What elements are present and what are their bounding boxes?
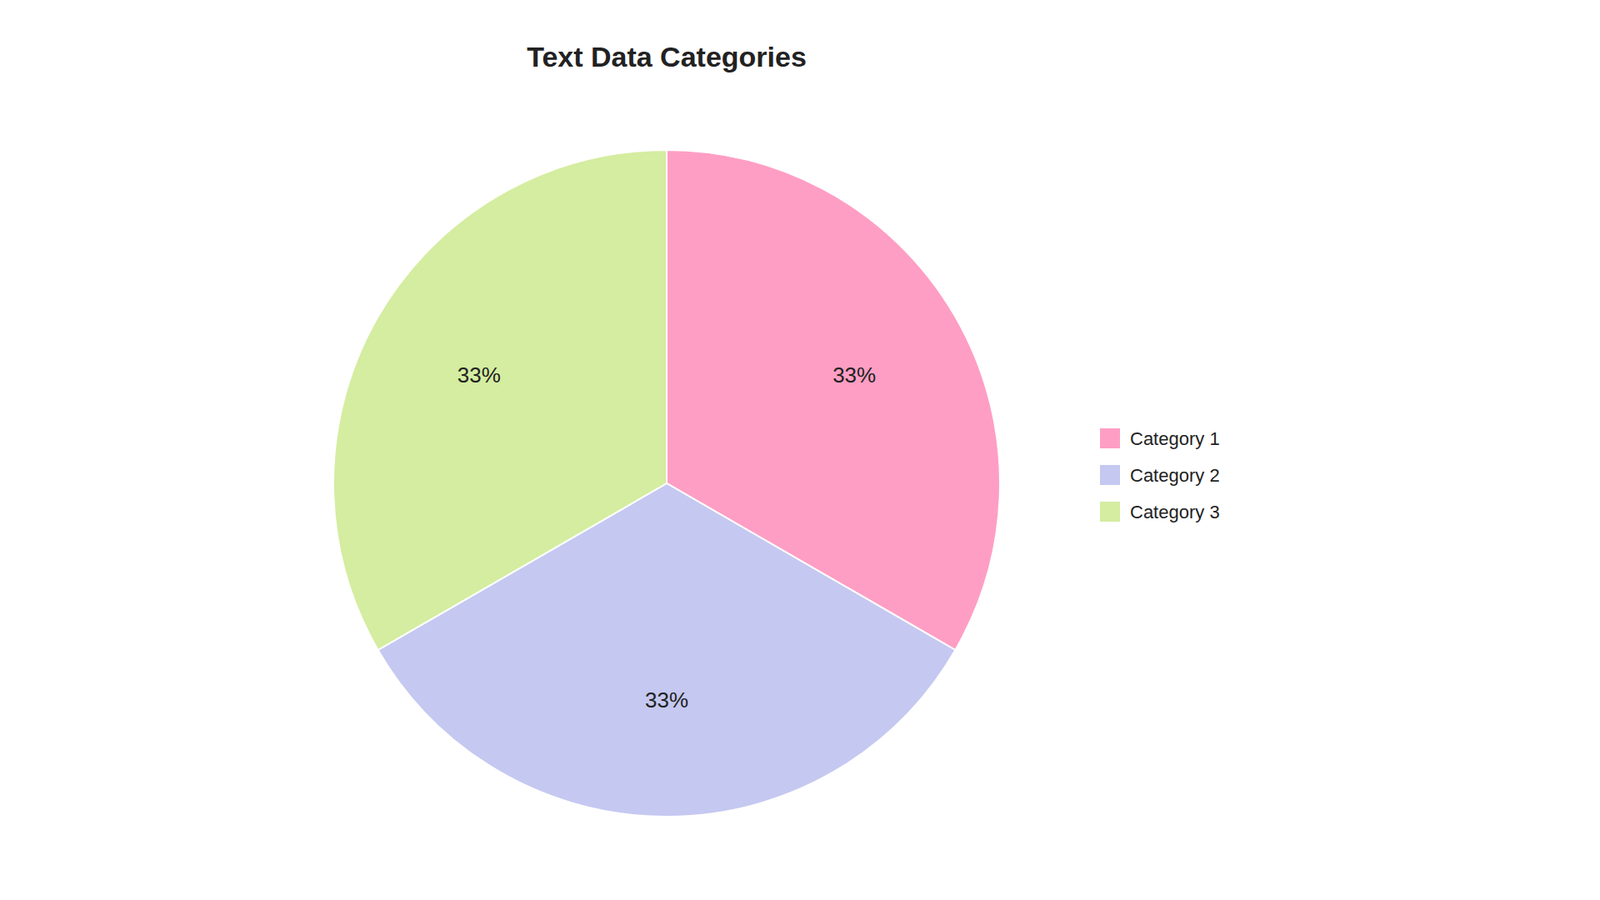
pie bbox=[333, 150, 1000, 817]
legend: Category 1 Category 2 Category 3 bbox=[1100, 428, 1220, 523]
legend-label: Category 2 bbox=[1130, 465, 1220, 486]
pie-slice bbox=[333, 150, 667, 650]
legend-item: Category 1 bbox=[1100, 428, 1220, 450]
legend-label: Category 1 bbox=[1130, 428, 1220, 450]
data-label: 33% bbox=[457, 362, 501, 388]
legend-swatch bbox=[1100, 428, 1120, 449]
legend-label: Category 3 bbox=[1130, 501, 1220, 523]
legend-item: Category 2 bbox=[1100, 465, 1220, 486]
legend-swatch bbox=[1100, 501, 1120, 522]
chart: Text Data Categories33%33%33%Category 1C… bbox=[0, 0, 1600, 900]
data-label: 33% bbox=[645, 687, 689, 713]
legend-item: Category 3 bbox=[1100, 501, 1220, 523]
data-label: 33% bbox=[832, 362, 876, 388]
data-labels: 33% 33% 33% bbox=[457, 362, 876, 713]
legend-swatch bbox=[1100, 465, 1120, 485]
title: Text Data Categories bbox=[526, 40, 807, 73]
